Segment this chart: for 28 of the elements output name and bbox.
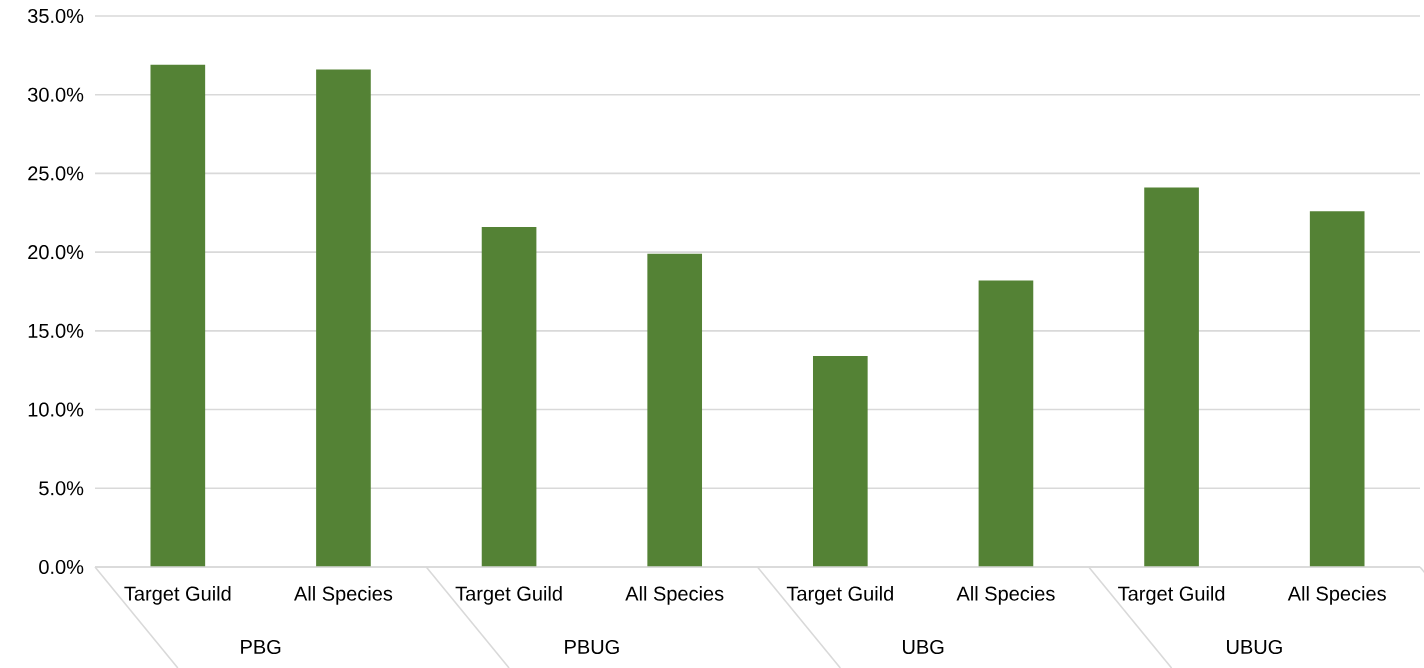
x-tick-label: All Species (294, 586, 393, 605)
x-tick-label: Target Guild (124, 586, 231, 605)
x-tick-label: All Species (956, 586, 1055, 605)
y-tick-label: 25.0% (28, 166, 84, 181)
x-tick-label: All Species (1287, 586, 1386, 605)
x-tick-label: All Species (625, 586, 724, 605)
y-tick-label: 15.0% (28, 323, 84, 338)
bar (316, 69, 371, 567)
bar (1309, 211, 1365, 567)
y-tick-label: 30.0% (27, 87, 84, 102)
text: UBUG (1227, 639, 1282, 655)
bar (647, 253, 703, 567)
text: PBUG (565, 639, 619, 655)
y-tick-label: 35.0% (27, 8, 84, 24)
text: PBG (241, 639, 281, 655)
text: UBG (903, 639, 944, 655)
y-tick-label: 20.0% (28, 245, 84, 260)
x-tick-label: Target Guild (1118, 586, 1225, 605)
bar (150, 64, 206, 567)
bar (1144, 187, 1199, 567)
bar (812, 356, 868, 567)
bar (978, 280, 1034, 567)
x-tick-label: Target Guild (455, 586, 562, 605)
bar (481, 226, 537, 567)
y-tick-label: 0.0% (39, 559, 84, 575)
x-tick-label: Target Guild (786, 586, 893, 605)
y-tick-label: 5.0% (39, 481, 84, 496)
y-tick-label: 10.0% (28, 402, 84, 417)
